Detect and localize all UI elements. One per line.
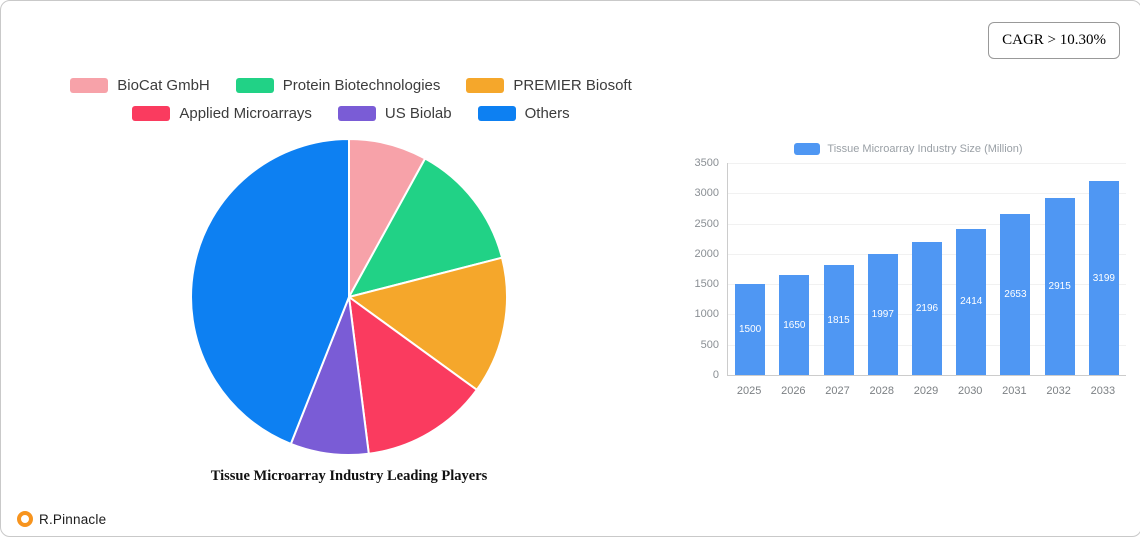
bar-2032[interactable]: 2915 (1044, 198, 1075, 375)
y-axis-tick-label: 2500 (694, 217, 719, 230)
bar-value-label: 2653 (1004, 289, 1027, 301)
x-axis-tick-label: 2027 (825, 385, 850, 397)
bar-2027[interactable]: 1815 (823, 265, 854, 375)
x-axis-tick-label: 2033 (1090, 385, 1116, 397)
y-axis-tick-label: 2000 (694, 247, 719, 260)
gridline (728, 193, 1126, 195)
legend-swatch (235, 78, 274, 93)
bar-2031[interactable]: 2653 (1000, 214, 1031, 375)
y-axis-tick-label: 500 (700, 338, 719, 351)
pie-legend-row: Applied Microarrays US Biolab Others (31, 105, 671, 122)
pie-slice-protein-biotechnologies[interactable] (348, 157, 504, 298)
brand-logo-icon (17, 511, 33, 527)
x-axis-tick-label: 2028 (869, 385, 894, 397)
legend-label: BioCat GmbH (117, 77, 210, 94)
y-axis-tick-label: 1500 (694, 278, 719, 291)
legend-swatch (466, 78, 505, 93)
bar-value-label: 1500 (738, 324, 762, 336)
bar-2029[interactable]: 2196 (911, 242, 942, 375)
legend-item-applied-microarrays[interactable]: Applied Microarrays (132, 105, 312, 122)
brand-logo: R.Pinnacle (17, 511, 106, 527)
x-axis-tick-label: 2025 (736, 385, 762, 397)
legend-item-protein-biotechnologies[interactable]: Protein Biotechnologies (235, 77, 441, 94)
y-axis-tick-label: 0 (712, 369, 719, 381)
bar-series: 1500 1650 1815 1997 2196 2414 2653 2915 3199 (728, 163, 1126, 375)
cagr-badge: CAGR > 10.30% (988, 22, 1120, 59)
bar-chart-section: Tissue Microarray Industry Size (Million… (681, 143, 1136, 397)
x-axis-tick-label: 2026 (781, 385, 806, 397)
bar-legend-label: Tissue Microarray Industry Size (Million… (827, 143, 1023, 155)
bar-2030[interactable]: 2414 (956, 228, 987, 375)
y-axis-tick-label: 3500 (694, 157, 719, 169)
y-axis-tick-label: 1000 (694, 308, 719, 321)
y-axis-tick-label: 3000 (694, 187, 719, 200)
bar-legend-swatch (794, 143, 821, 155)
bar-value-label: 2196 (915, 303, 939, 314)
brand-logo-text: R.Pinnacle (39, 511, 107, 527)
bar-2026[interactable]: 1650 (779, 275, 810, 375)
pie-slice-premier-biosoft[interactable] (348, 256, 509, 391)
pie-slice-others[interactable] (190, 138, 350, 445)
legend-label: PREMIER Biosoft (513, 77, 632, 94)
x-axis-tick-label: 2032 (1046, 385, 1071, 397)
legend-label: US Biolab (384, 105, 452, 122)
bar-value-label: 1650 (783, 319, 806, 331)
bar-value-label: 1997 (871, 309, 894, 320)
bar-2033[interactable]: 3199 (1088, 181, 1119, 375)
bar-2025[interactable]: 1500 (735, 284, 766, 375)
bar-value-label: 2915 (1048, 281, 1071, 293)
pie-chart-title: Tissue Microarray Industry Leading Playe… (210, 468, 488, 484)
legend-swatch (337, 106, 376, 121)
legend-swatch (70, 78, 109, 93)
bar-value-label: 3199 (1092, 272, 1115, 284)
pie-legend: BioCat GmbH Protein Biotechnologies PREMIE… (31, 77, 671, 122)
pie-chart (190, 138, 509, 456)
bar-value-label: 2414 (960, 296, 983, 308)
x-axis-tick-label: 2030 (957, 385, 983, 397)
legend-label: Applied Microarrays (179, 105, 312, 122)
gridline (728, 223, 1126, 225)
legend-item-biocat-gmbh[interactable]: BioCat GmbH (70, 77, 210, 94)
bar-2028[interactable]: 1997 (867, 254, 898, 375)
legend-swatch (132, 106, 171, 121)
legend-swatch (477, 106, 516, 121)
legend-item-others[interactable]: Others (477, 105, 570, 122)
legend-item-us-biolab[interactable]: US Biolab (337, 105, 452, 122)
bar-legend-item[interactable]: Tissue Microarray Industry Size (Million… (681, 143, 1136, 155)
bar-chart-plot: 0 500 1000 1500 2000 2500 3000 3500 1500 1650 1815… (695, 157, 1126, 381)
gridline (728, 163, 1126, 164)
pie-slice-applied-microarrays[interactable] (348, 296, 478, 455)
bar-plot-wrap: 0 500 1000 1500 2000 2500 3000 3500 1500 1650 1815… (695, 157, 1126, 397)
pie-legend-row: BioCat GmbH Protein Biotechnologies PREMIE… (31, 77, 671, 94)
x-axis-tick-label: 2031 (1002, 385, 1027, 397)
legend-label: Others (524, 105, 570, 122)
legend-label: Protein Biotechnologies (282, 77, 441, 94)
x-axis-tick-label: 2029 (913, 385, 939, 397)
bar-x-axis-labels: 2025 2026 2027 2028 2029 2030 2031 2032 2033 (727, 385, 1125, 397)
legend-item-premier-biosoft[interactable]: PREMIER Biosoft (466, 77, 632, 94)
bar-value-label: 1815 (827, 314, 850, 326)
